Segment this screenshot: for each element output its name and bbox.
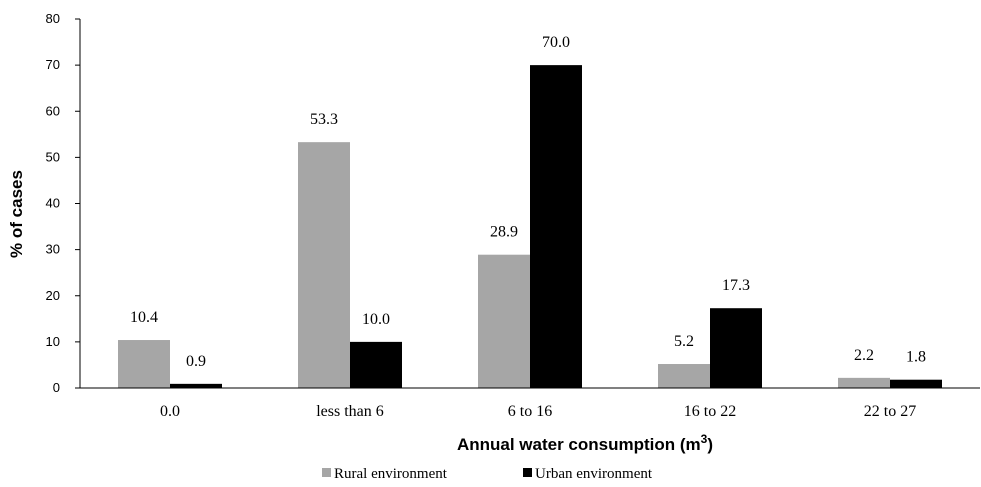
y-tick-label: 40 [46,196,60,211]
y-tick-label: 0 [53,380,60,395]
data-label-rural: 5.2 [674,333,694,350]
bar-urban [170,383,222,388]
data-label-urban: 70.0 [542,34,570,51]
y-axis-title: % of cases [7,170,26,258]
y-tick-label: 70 [46,57,60,72]
y-tick-label: 60 [46,103,60,118]
y-tick-label: 50 [46,149,60,164]
x-tick-label: 6 to 16 [508,403,552,420]
x-axis-title-suffix: ) [707,435,713,454]
data-label-rural: 53.3 [310,111,338,128]
x-axis-title-main: Annual water consumption (m [457,435,701,454]
y-tick-label: 10 [46,334,60,349]
x-tick-label: 16 to 22 [684,403,736,420]
data-label-urban: 10.0 [362,311,390,328]
bar-rural [478,254,530,388]
data-label-rural: 2.2 [854,347,874,364]
y-axis: 0 10 20 30 40 50 60 70 80 [46,11,81,395]
y-tick-label: 80 [46,11,60,26]
legend-label-urban: Urban environment [535,466,653,482]
x-axis-title-superscript: 3 [701,432,708,446]
data-label-rural: 28.9 [490,224,518,241]
bar-urban [530,65,582,388]
bar-rural [298,142,350,388]
bar-rural [838,377,890,388]
y-tick-label: 20 [46,288,60,303]
x-axis: 0.0 less than 6 6 to 16 16 to 22 22 to 27 [80,387,980,420]
data-label-urban: 0.9 [186,353,206,370]
data-labels: 10.4 0.9 53.3 10.0 28.9 70.0 5.2 17.3 2.2 1.8 [130,34,926,370]
bar-rural [118,340,170,388]
bar-urban [890,379,942,388]
x-tick-label: 22 to 27 [864,403,916,420]
data-label-urban: 17.3 [722,277,750,294]
x-tick-label: less than 6 [316,403,384,420]
legend-label-rural: Rural environment [334,466,448,482]
legend-swatch-urban [523,468,532,477]
data-label-rural: 10.4 [130,309,158,326]
x-axis-title: Annual water consumption (m3) [457,432,713,454]
bar-rural [658,364,710,388]
bar-urban [350,341,402,388]
bar-urban [710,308,762,388]
legend-swatch-rural [322,468,331,477]
x-tick-label: 0.0 [160,403,180,420]
bars [118,65,942,388]
data-label-urban: 1.8 [906,349,926,366]
y-tick-label: 30 [46,242,60,257]
legend: Rural environment Urban environment [322,466,653,482]
